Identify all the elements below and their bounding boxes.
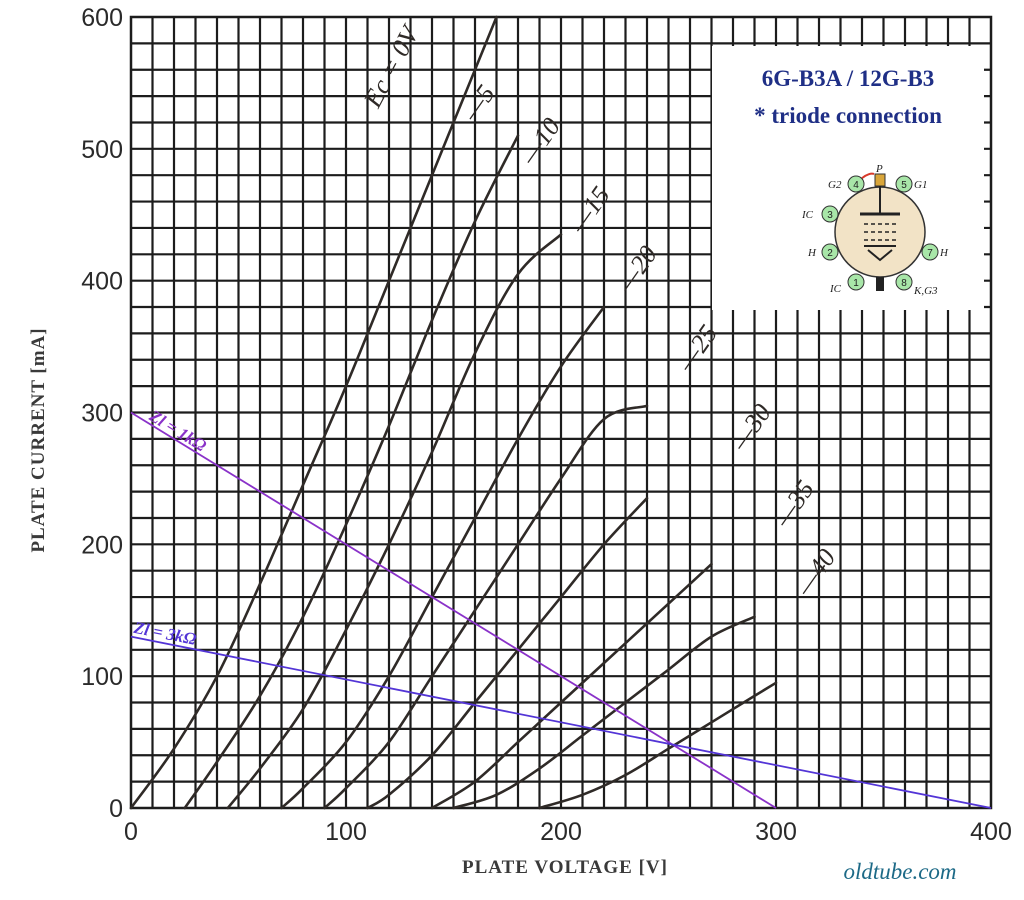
pin-8 <box>895 273 913 291</box>
pin-3 <box>821 205 839 223</box>
load-line <box>130 411 777 809</box>
y-tick-label: 200 <box>81 531 123 559</box>
pin-7 <box>921 243 939 261</box>
plate-curves <box>129 15 778 810</box>
curve-label: —10 <box>514 113 567 171</box>
pin-7-number: 7 <box>927 248 933 259</box>
plate-curve <box>129 15 498 810</box>
pin-ic-1-label: IC <box>829 283 842 295</box>
pin-2-number: 2 <box>827 248 833 259</box>
x-tick-labels: 0 100 200 300 400 <box>124 818 1012 846</box>
key-post <box>876 277 884 291</box>
plate-curve <box>452 615 756 810</box>
x-tick-label: 300 <box>755 818 797 846</box>
pin-h-2-label: H <box>807 247 817 259</box>
y-tick-label: 100 <box>81 663 123 691</box>
credit-text: oldtube.com <box>843 859 956 884</box>
heater-element <box>867 249 893 262</box>
pin-h-7-label: H <box>939 247 949 259</box>
x-axis-title: PLATE VOLTAGE [V] <box>462 857 668 878</box>
curve-label: —20 <box>610 240 663 298</box>
pin-1 <box>847 273 865 291</box>
pin-2 <box>821 243 839 261</box>
plate-curve <box>538 681 778 810</box>
y-tick-labels: 0 100 200 300 400 500 600 <box>81 4 123 823</box>
curve-label: —25 <box>671 320 724 378</box>
pin-8-number: 8 <box>901 278 907 289</box>
curve-label: —15 <box>563 181 616 239</box>
plate-curve <box>323 404 649 810</box>
pinout-diagram: 4 5 3 2 7 1 8 P G2 G1 IC H H IC K,G3 <box>801 163 949 297</box>
curve-label: —5 <box>456 80 501 127</box>
y-tick-label: 600 <box>81 4 123 32</box>
plate-curve <box>366 496 649 810</box>
pin-kg3-label: K,G3 <box>913 285 938 297</box>
pin-4 <box>847 175 865 193</box>
plate-curve <box>226 233 563 810</box>
pin-g2-label: G2 <box>828 179 842 191</box>
plate-curve <box>280 305 606 810</box>
pin-5 <box>895 175 913 193</box>
plate-curve <box>430 562 713 810</box>
tube-subtitle: * triode connection <box>754 103 942 128</box>
pin-5-number: 5 <box>901 180 907 191</box>
plate-cap <box>874 173 886 187</box>
pin-3-number: 3 <box>827 210 833 221</box>
y-tick-label: 500 <box>81 136 123 164</box>
pin-p-label: P <box>875 163 883 175</box>
pin-g1-label: G1 <box>914 179 927 191</box>
pin-1-number: 1 <box>853 278 859 289</box>
x-tick-label: 100 <box>325 818 367 846</box>
y-axis-title: PLATE CURRENT [mA] <box>28 327 49 552</box>
tube-title: 6G-B3A / 12G-B3 <box>762 66 935 91</box>
x-tick-label: 200 <box>540 818 582 846</box>
pin-ic-3-label: IC <box>801 209 814 221</box>
x-tick-label: 0 <box>124 818 138 846</box>
info-box: 6G-B3A / 12G-B3 * triode connection 4 5 … <box>712 46 984 310</box>
plate-curve <box>183 134 520 810</box>
y-tick-label: 400 <box>81 268 123 296</box>
y-tick-label: 300 <box>81 400 123 428</box>
x-tick-label: 400 <box>970 818 1012 846</box>
load-line <box>130 635 992 809</box>
info-box-background <box>712 46 984 310</box>
y-tick-label: 0 <box>109 795 123 823</box>
pin-4-number: 4 <box>853 180 859 191</box>
